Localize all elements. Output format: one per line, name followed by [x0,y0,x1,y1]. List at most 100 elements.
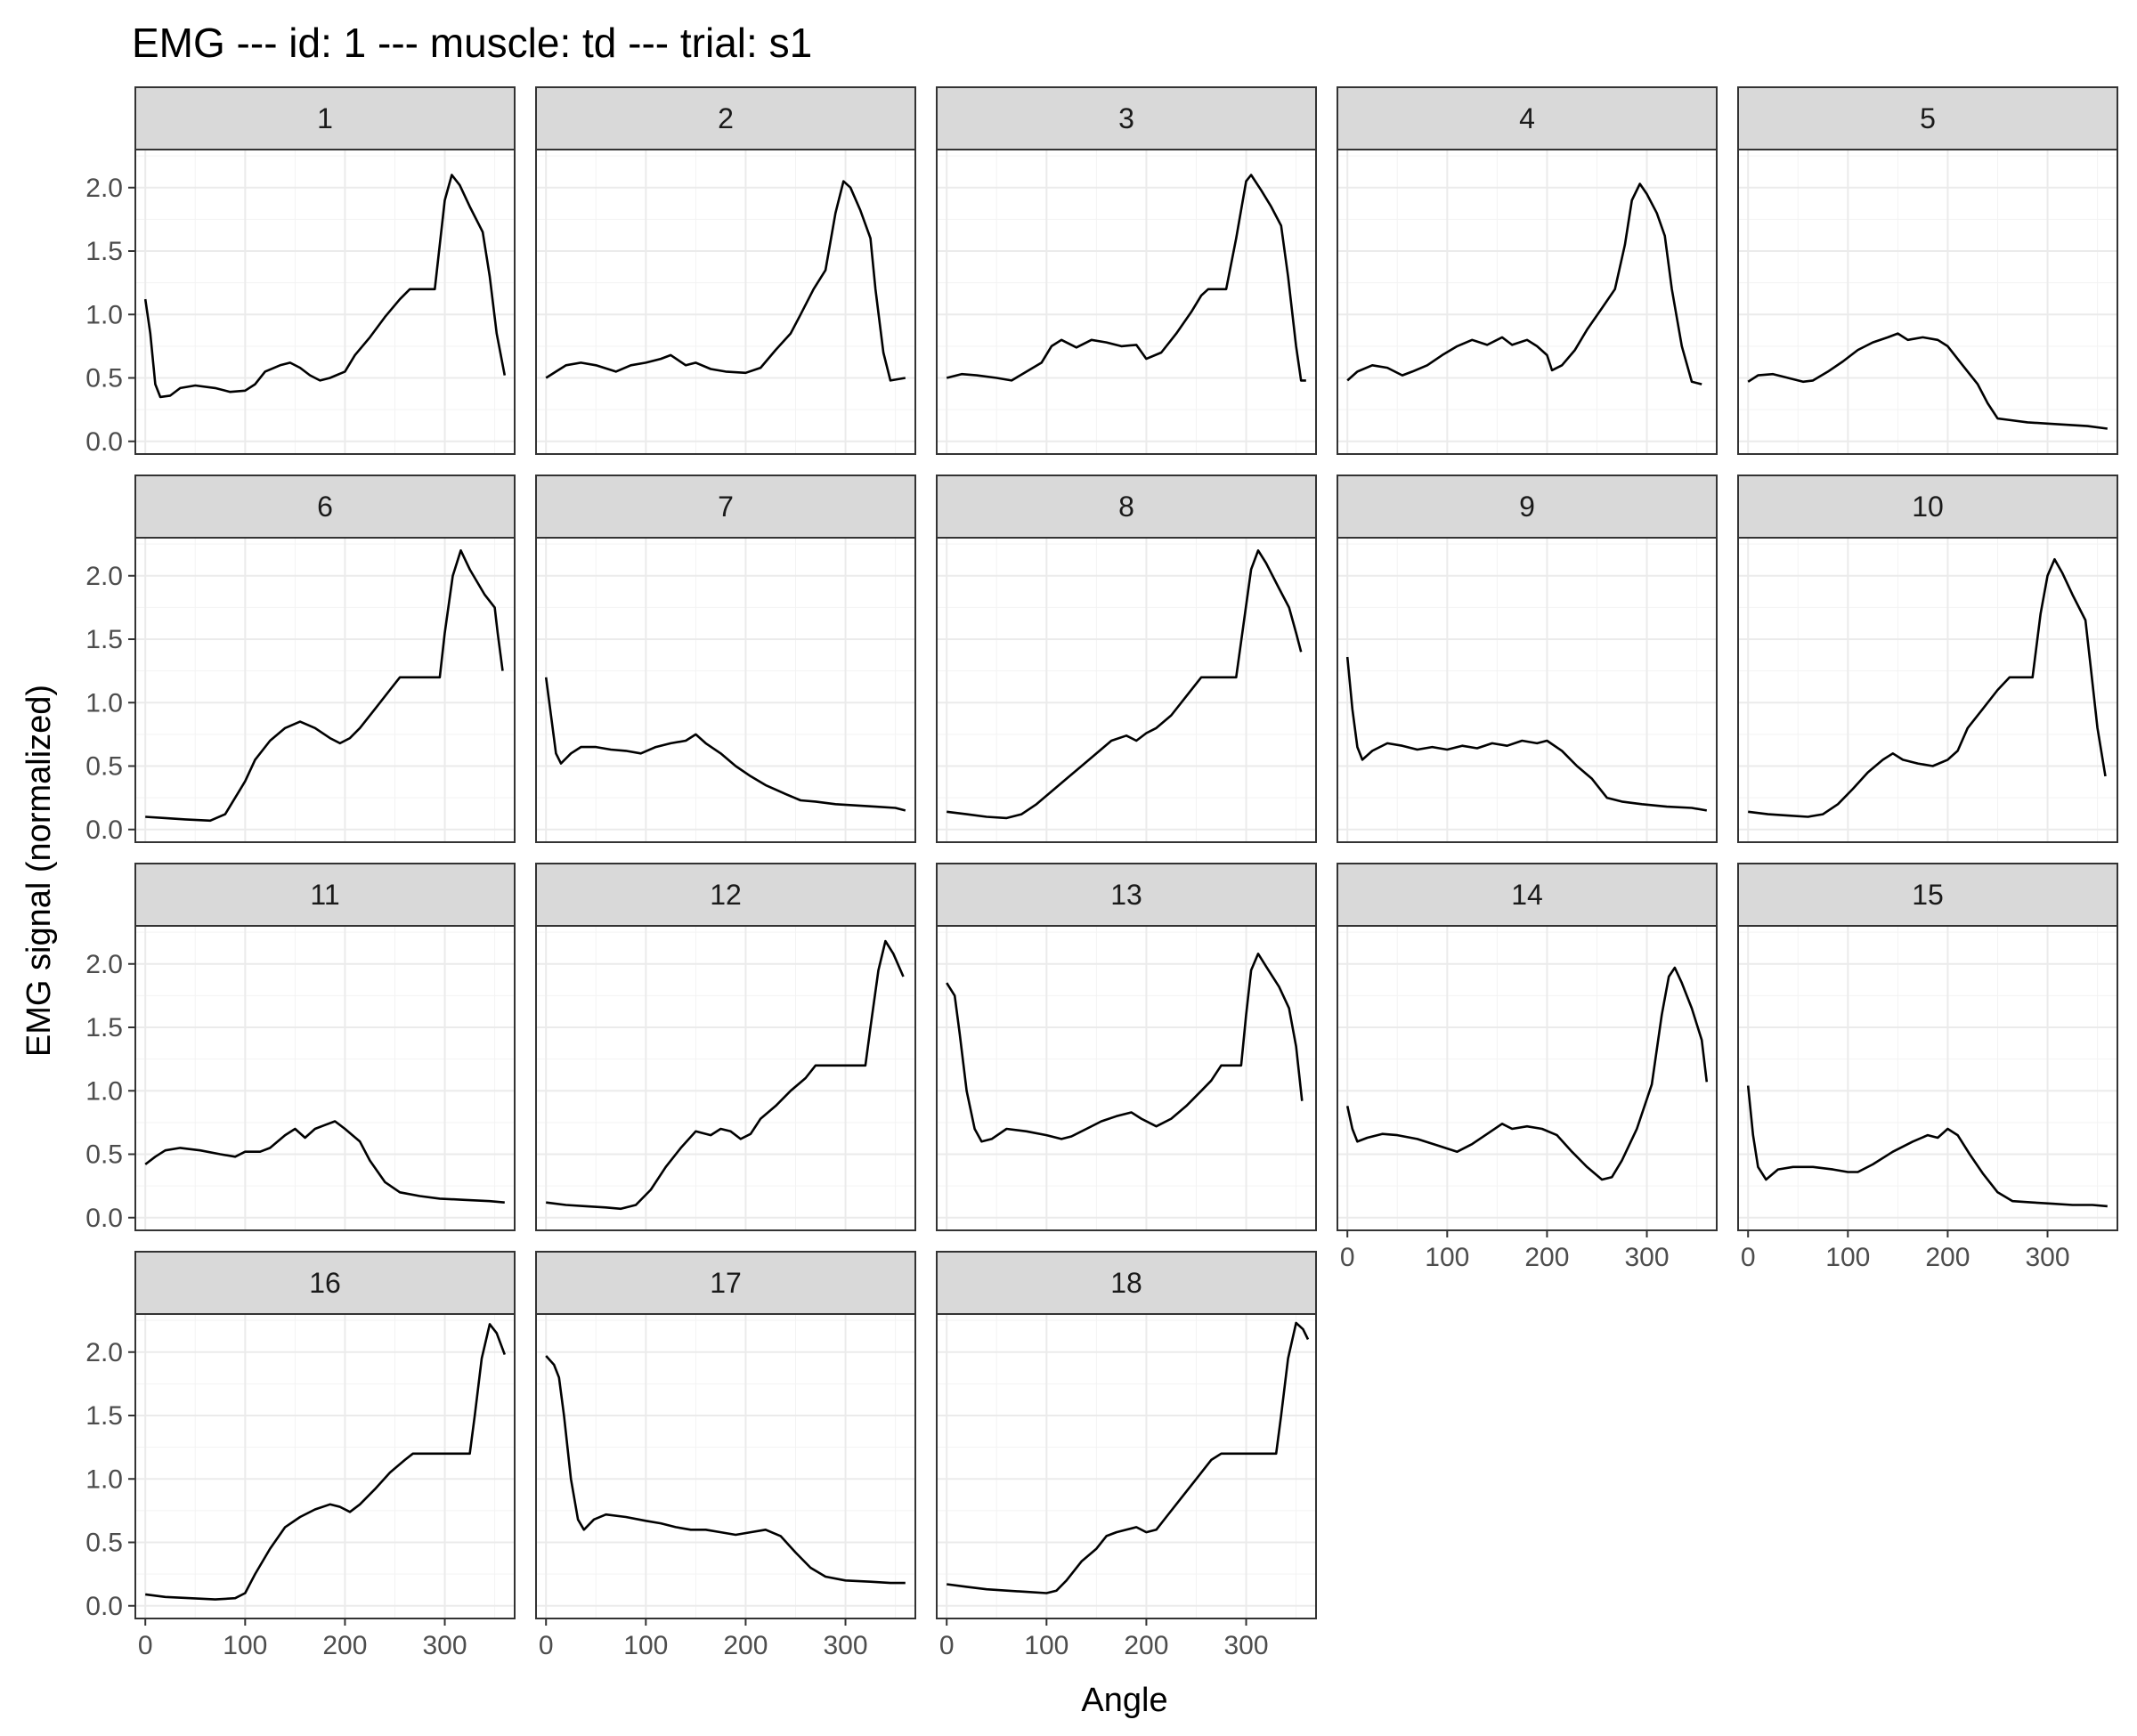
facet-strip-label: 3 [1118,102,1134,134]
series-line-facet-1 [143,174,507,399]
panel-border [1337,537,1718,843]
facet-strip [936,863,1317,927]
panel-border [535,925,916,1231]
y-tick-label: 0.0 [85,427,123,457]
facet-panel-15: 15 0 100 200 300 [1737,863,2118,1272]
panel-background [135,1314,515,1618]
facet-strip-label: 4 [1519,102,1535,134]
x-tick-label: 100 [1425,1243,1469,1272]
series-line-facet-12 [546,939,905,1211]
panel-background [135,926,515,1230]
series-line-facet-15 [1746,1085,2108,1208]
facet-panel-13: 13 [936,863,1317,1231]
facet-strip [134,863,516,927]
y-tick-label: 0.0 [85,1592,123,1621]
y-tick-label: 0.5 [85,1140,123,1170]
facet-panels: 1 0.0 0.5 1.0 1.5 2.0 2 3 4 5 6 0.0 0.5 1.0 1.5 2.0 7 8 9 1… [85,86,2118,1660]
series-line-facet-14 [1345,966,1709,1181]
panel-border [535,1313,916,1619]
y-tick-label: 1.5 [85,1401,123,1431]
facet-strip-label: 8 [1118,491,1134,523]
panel-background [937,538,1316,842]
x-tick-label: 200 [322,1631,367,1660]
facet-panel-10: 10 [1737,475,2118,843]
facet-strip-label: 14 [1511,879,1543,911]
x-tick-label: 100 [1825,1243,1870,1272]
panel-background [937,150,1316,454]
facet-strip [134,86,516,150]
panel-border [1337,149,1718,455]
panel-border [936,149,1317,455]
facet-strip-label: 13 [1110,879,1142,911]
facet-strip-label: 18 [1110,1267,1142,1299]
panel-background [1738,538,2117,842]
y-tick-label: 1.0 [85,300,123,329]
panel-background [1337,538,1717,842]
facet-strip [535,475,916,539]
facet-panel-11: 11 0.0 0.5 1.0 1.5 2.0 [85,863,516,1233]
series-line-facet-13 [946,953,1304,1143]
x-tick-label: 200 [1524,1243,1569,1272]
facet-panel-8: 8 [936,475,1317,843]
panel-background [135,538,515,842]
facet-strip [134,1251,516,1315]
facet-panel-9: 9 [1337,475,1718,843]
panel-background [135,150,515,454]
facet-panel-12: 12 [535,863,916,1231]
x-tick-label: 0 [1340,1243,1355,1272]
x-tick-label: 100 [623,1631,668,1660]
x-tick-label: 200 [1925,1243,1970,1272]
y-tick-label: 0.0 [85,1204,123,1233]
panel-border [936,537,1317,843]
series-line-facet-18 [947,1321,1310,1594]
y-tick-label: 2.0 [85,950,123,979]
series-line-facet-11 [144,1120,505,1204]
y-tick-label: 2.0 [85,1338,123,1367]
y-tick-label: 2.0 [85,562,123,591]
x-tick-label: 300 [823,1631,867,1660]
facet-panel-6: 6 0.0 0.5 1.0 1.5 2.0 [85,475,516,845]
panel-border [1737,925,2118,1231]
y-tick-label: 0.5 [85,364,123,393]
panel-background [536,1314,915,1618]
series-line-facet-10 [1748,557,2107,818]
facet-panel-14: 14 0 100 200 300 [1337,863,1718,1272]
y-tick-label: 1.5 [85,1013,123,1042]
x-tick-label: 0 [138,1631,153,1660]
panel-background [1337,150,1717,454]
facet-strip-label: 15 [1912,879,1944,911]
panel-border [134,149,516,455]
facet-strip [1737,475,2118,539]
facet-panel-16: 16 0.0 0.5 1.0 1.5 2.0 0 100 200 300 [85,1251,516,1660]
facet-strip [1337,86,1718,150]
panel-border [134,1313,516,1619]
facet-strip [1337,475,1718,539]
y-tick-label: 2.0 [85,174,123,203]
facet-strip [535,86,916,150]
facet-panel-4: 4 [1337,86,1718,455]
x-tick-label: 0 [1741,1243,1756,1272]
series-line-facet-3 [946,174,1306,382]
panel-background [536,926,915,1230]
facet-panel-7: 7 [535,475,916,843]
facet-strip [1337,863,1718,927]
facet-strip-label: 9 [1519,491,1535,523]
facet-strip-label: 17 [710,1267,742,1299]
x-axis-title: Angle [1081,1682,1167,1719]
chart-title: EMG --- id: 1 --- muscle: td --- trial: … [132,20,812,66]
panel-background [1738,926,2117,1230]
facet-strip-label: 12 [710,879,742,911]
panel-border [1337,925,1718,1231]
y-tick-label: 1.5 [85,237,123,266]
x-tick-label: 0 [539,1631,554,1660]
facet-panel-2: 2 [535,86,916,455]
facet-strip [936,1251,1317,1315]
facet-strip [936,475,1317,539]
facet-panel-17: 17 0 100 200 300 [535,1251,916,1660]
facet-strip-label: 16 [309,1267,341,1299]
y-tick-label: 1.0 [85,688,123,718]
x-tick-label: 300 [1624,1243,1669,1272]
facet-panel-3: 3 [936,86,1317,455]
